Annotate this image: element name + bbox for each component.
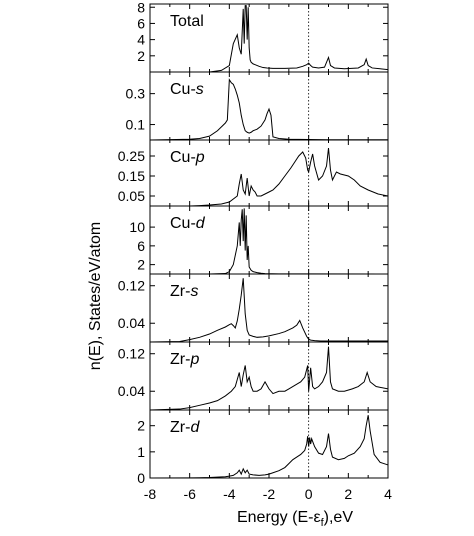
- panel-label: Cu-d: [170, 215, 206, 232]
- panel-4: 0.04 0.12 Zr-s: [118, 273, 389, 343]
- y-tick-label: 0.04: [118, 383, 145, 399]
- y-axis-label: n(E), States/eV/atom: [87, 222, 104, 371]
- panel-5: 0.04 0.12 Zr-p: [118, 341, 389, 411]
- x-tick-label: -2: [263, 486, 276, 502]
- dos-curve: [149, 78, 388, 141]
- y-tick-label: 0.04: [118, 315, 145, 331]
- x-tick-label: -6: [183, 486, 196, 502]
- x-tick-label: 0: [305, 486, 313, 502]
- y-tick-label: 0: [137, 470, 145, 486]
- panel-label: Zr-s: [170, 283, 198, 300]
- y-tick-label: 6: [137, 15, 145, 31]
- dos-curve: [149, 346, 389, 411]
- panel-label: Cu-p: [170, 149, 205, 166]
- y-tick-label: 0.12: [118, 346, 145, 362]
- x-tick-label: -8: [144, 486, 157, 502]
- panel-label: Total: [170, 13, 204, 30]
- x-tick-label: -4: [223, 486, 236, 502]
- dos-curve: [149, 415, 389, 479]
- dos-curve: [149, 278, 388, 343]
- panel-label: Cu-s: [170, 81, 204, 98]
- y-tick-label: 2: [137, 418, 145, 434]
- panel-6: 0 1 2 Zr-d: [137, 409, 389, 486]
- panel-label: Zr-d: [170, 419, 200, 436]
- y-tick-label: 0.15: [118, 168, 145, 184]
- y-tick-label: 6: [137, 238, 145, 254]
- y-tick-label: 0.25: [118, 148, 145, 164]
- y-tick-label: 4: [137, 32, 145, 48]
- x-axis-label: Energy (E-εf),eV: [237, 509, 353, 529]
- panel-1: 0.1 0.3 Cu-s: [126, 71, 389, 141]
- y-tick-label: 0.12: [118, 278, 145, 294]
- x-axis: -8 -6 -4 -2 0 2 4: [144, 486, 392, 502]
- y-tick-label: 0.05: [118, 188, 145, 204]
- y-tick-label: 0.3: [126, 86, 146, 102]
- dos-curve: [150, 147, 389, 207]
- x-tick-label: 4: [384, 486, 392, 502]
- panel-3: 2 6 10 Cu-d: [129, 205, 389, 275]
- panel-label: Zr-p: [170, 351, 199, 368]
- dos-curve: [150, 208, 389, 275]
- y-tick-label: 10: [129, 219, 145, 235]
- panel-2: 0.05 0.15 0.25 Cu-p: [118, 139, 389, 207]
- x-tick-label: 2: [344, 486, 352, 502]
- y-tick-label: 2: [137, 48, 145, 64]
- y-tick-label: 1: [137, 444, 145, 460]
- y-tick-label: 0.1: [126, 117, 146, 133]
- y-tick-label: 8: [137, 0, 145, 15]
- dos-curve: [150, 5, 389, 73]
- y-tick-label: 2: [137, 257, 145, 273]
